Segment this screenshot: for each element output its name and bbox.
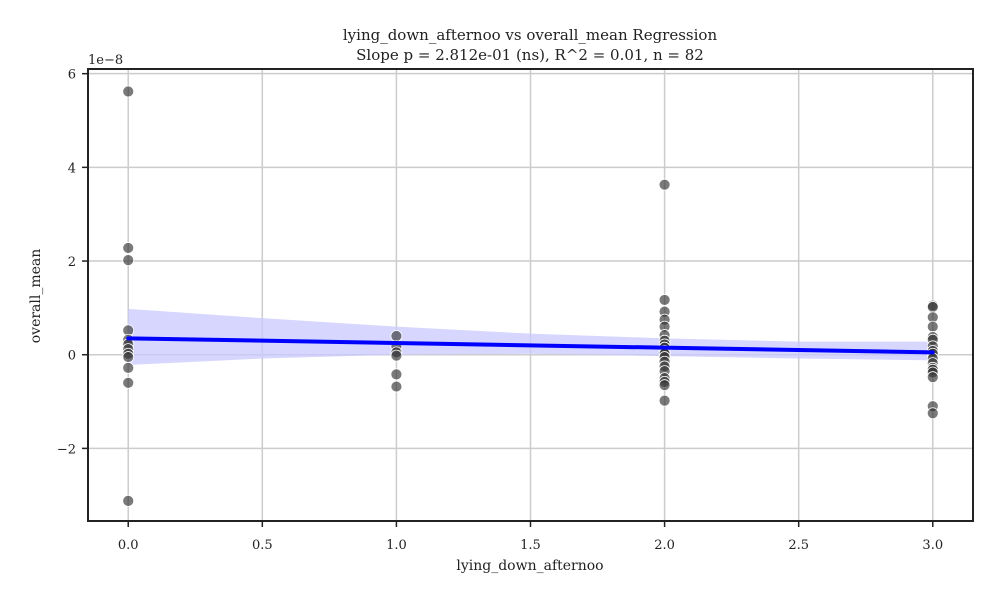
data-point (122, 376, 135, 389)
y-tick-label: 2 (68, 255, 76, 270)
data-point (122, 361, 135, 374)
y-tick-label: −2 (57, 442, 76, 457)
data-point (658, 294, 671, 306)
regression-line-layer (126, 336, 935, 355)
y-axis-ticks: −2 0 2 4 6 (57, 68, 88, 457)
data-point (926, 301, 939, 313)
data-point (122, 254, 135, 267)
regression-line (126, 336, 935, 355)
data-point (390, 380, 403, 393)
y-tick-label: 6 (68, 68, 76, 83)
data-point (926, 371, 939, 384)
data-point (658, 394, 671, 407)
data-point (122, 85, 135, 98)
x-tick-label: 1.0 (386, 538, 407, 553)
chart-title: lying_down_afternoo vs overall_mean Regr… (343, 26, 718, 44)
x-axis-ticks: 0.0 0.5 1.0 1.5 2.0 2.5 3.0 (118, 521, 943, 553)
x-tick-label: 3.0 (922, 538, 943, 553)
data-point (390, 330, 403, 342)
data-point (926, 407, 939, 420)
x-tick-label: 1.5 (520, 538, 541, 553)
data-point (122, 351, 135, 363)
data-point (390, 368, 403, 381)
y-tick-label: 4 (68, 161, 76, 176)
y-tick-label: 0 (68, 349, 76, 364)
y-offset-label: 1e−8 (88, 53, 123, 68)
data-point (926, 320, 939, 333)
confidence-band (128, 308, 933, 366)
data-point (390, 349, 403, 362)
chart-subtitle: Slope p = 2.812e-01 (ns), R^2 = 0.01, n … (356, 46, 704, 64)
y-axis-label: overall_mean (28, 249, 44, 344)
data-point (122, 242, 135, 254)
data-point (658, 379, 671, 392)
data-point (658, 178, 671, 191)
x-tick-label: 2.0 (654, 538, 675, 553)
grid (88, 69, 973, 521)
data-point (122, 494, 135, 507)
x-tick-label: 0.5 (252, 538, 273, 553)
confidence-band-layer (128, 308, 933, 366)
x-tick-label: 2.5 (788, 538, 809, 553)
x-tick-label: 0.0 (118, 538, 139, 553)
x-axis-label: lying_down_afternoo (456, 558, 603, 574)
